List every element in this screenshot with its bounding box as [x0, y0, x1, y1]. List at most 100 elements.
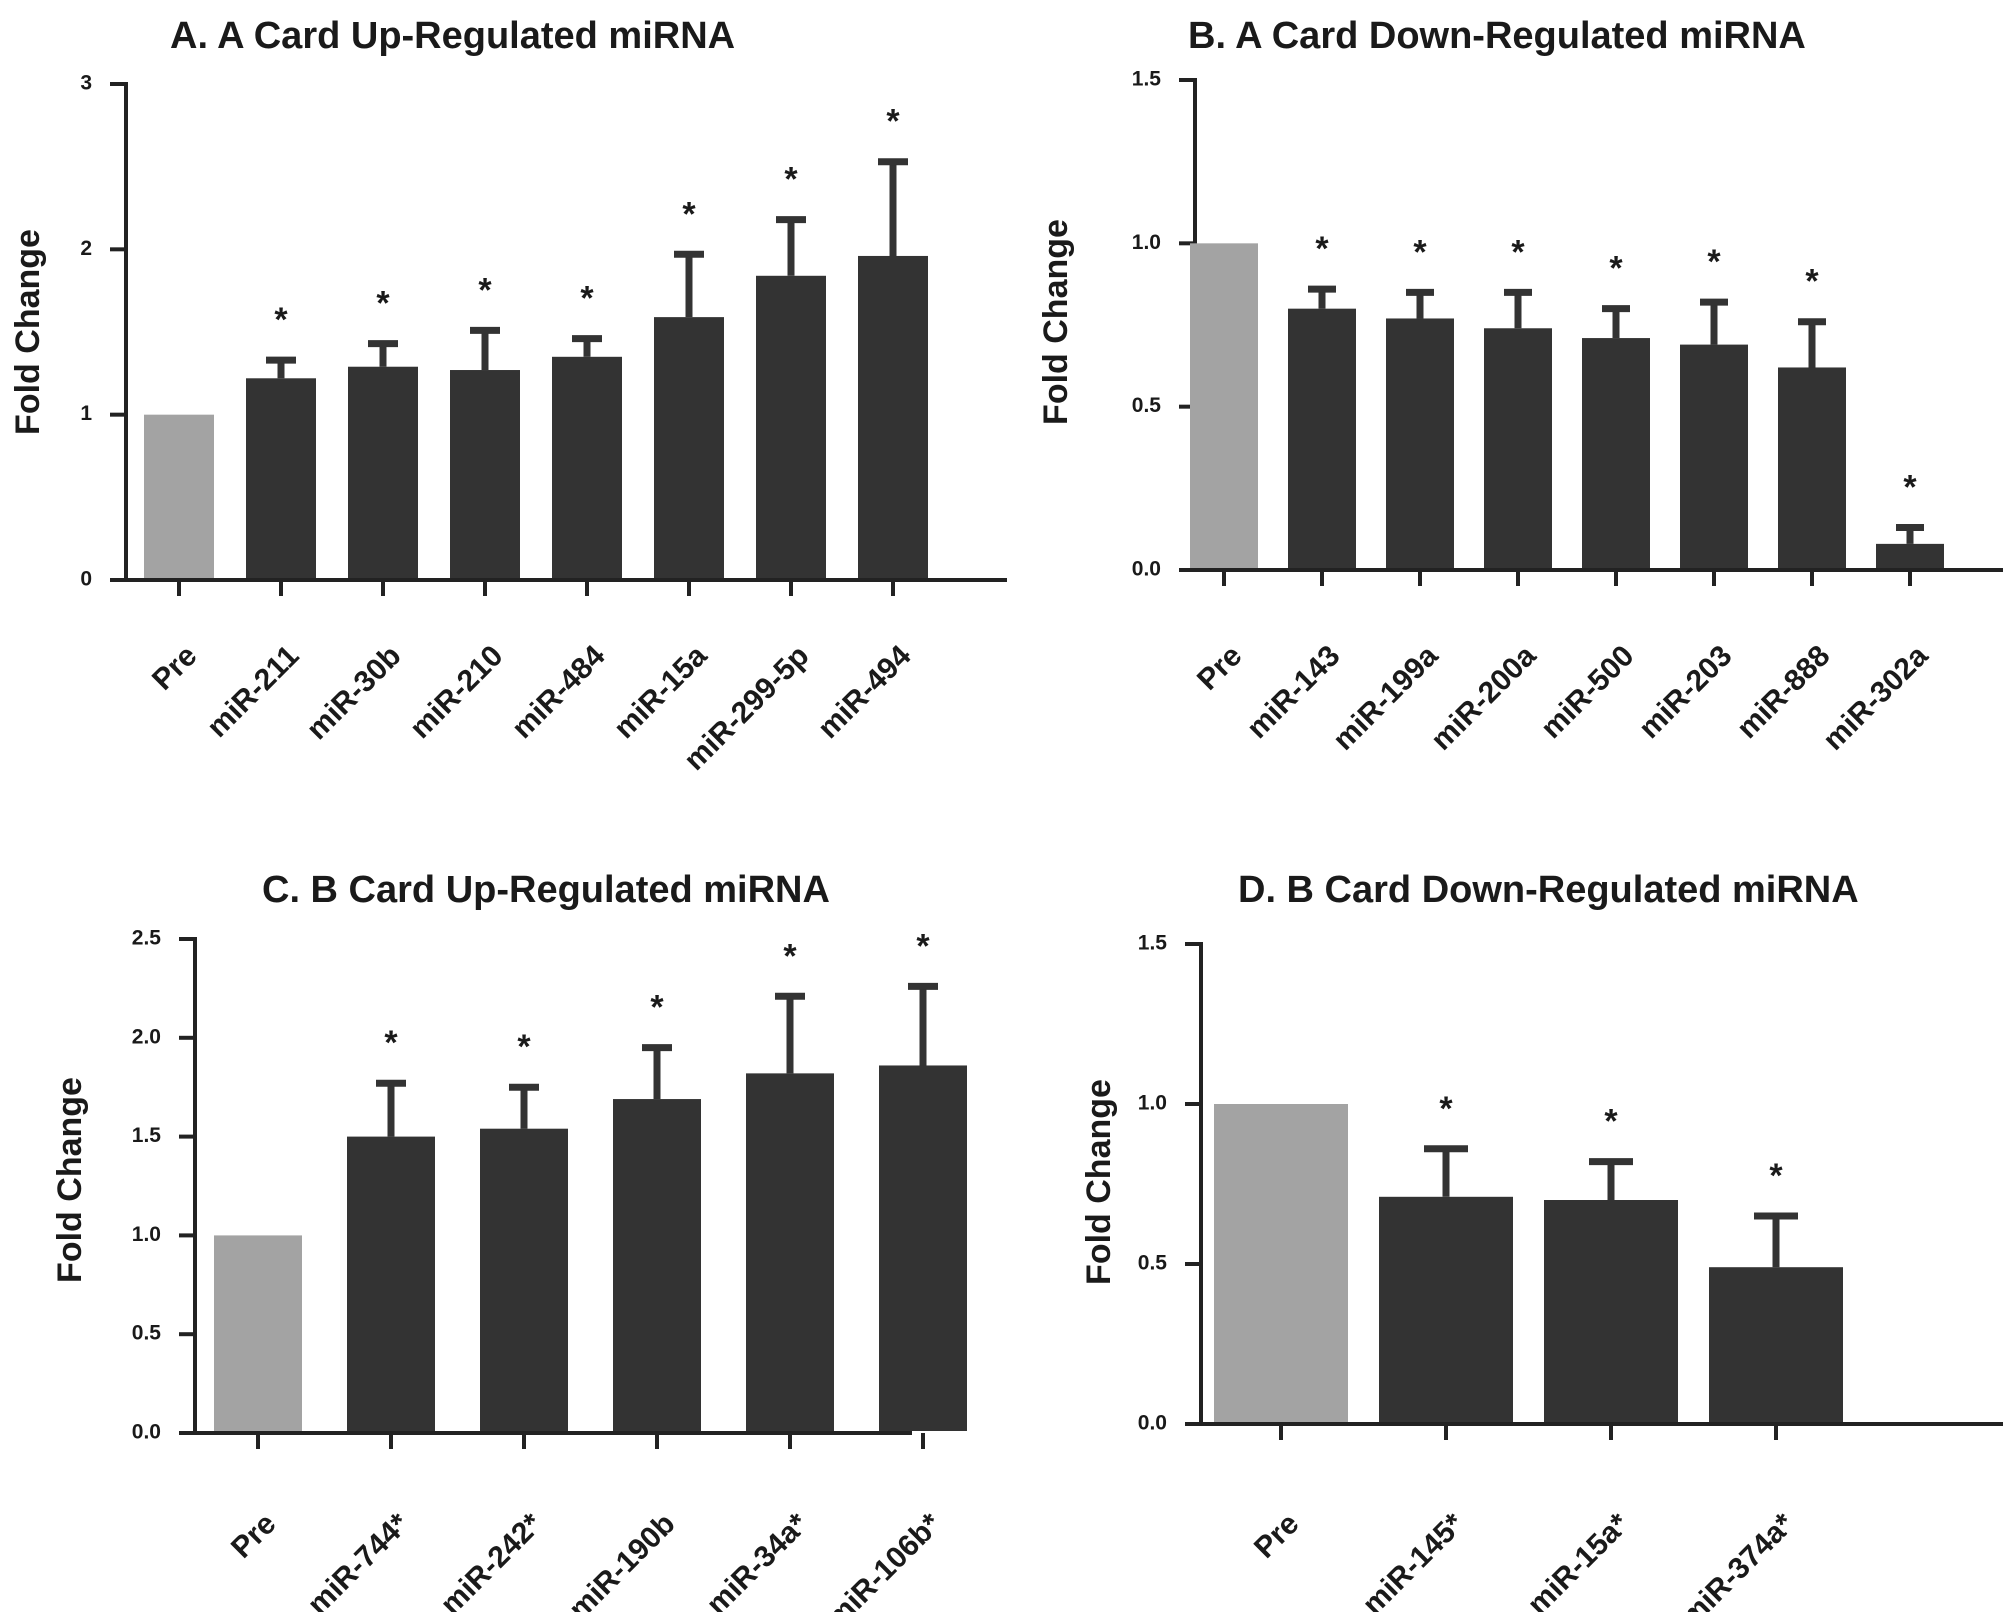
significance-asterisk: *	[784, 161, 798, 199]
significance-asterisk: *	[916, 927, 930, 965]
significance-asterisk: *	[1315, 230, 1329, 268]
bar	[1386, 318, 1454, 568]
bar-control	[144, 414, 214, 578]
x-category-label: Pre	[1248, 1507, 1306, 1565]
y-tick-label: 0.0	[132, 1421, 161, 1444]
bar	[1778, 367, 1846, 568]
significance-asterisk: *	[1439, 1090, 1453, 1128]
x-category-label: miR-199a	[1327, 639, 1445, 757]
y-tick-label: 0.0	[1138, 1412, 1167, 1435]
bar	[1709, 1267, 1843, 1422]
x-category-label: miR-15a*	[1521, 1507, 1635, 1612]
x-category-label: miR-30b	[301, 639, 408, 746]
bar	[613, 1099, 701, 1431]
x-category-label: Pre	[1191, 639, 1249, 697]
significance-asterisk: *	[650, 989, 664, 1027]
y-tick-label: 1.0	[1132, 231, 1161, 254]
y-tick-label: 1	[80, 402, 92, 425]
y-tick-label: 1.0	[132, 1223, 161, 1246]
y-tick-label: 2.0	[132, 1025, 161, 1048]
x-category-label: miR-106b*	[820, 1507, 947, 1612]
chart-panel-c: C. B Card Up-Regulated miRNA Fold Change 0…	[51, 869, 967, 1612]
bar	[1680, 344, 1748, 568]
bar-control	[1190, 243, 1258, 569]
x-category-label: miR-744*	[301, 1507, 415, 1612]
x-category-label: miR-15a	[608, 639, 714, 745]
bar	[1876, 543, 1944, 568]
significance-asterisk: *	[1413, 233, 1427, 271]
x-category-label: miR-145*	[1356, 1507, 1470, 1612]
y-tick-label: 0.0	[1132, 558, 1161, 581]
x-category-label: miR-500	[1535, 639, 1641, 745]
y-tick-label: 1.5	[132, 1124, 162, 1147]
bar	[756, 275, 826, 578]
bar	[552, 356, 622, 578]
x-category-label: miR-484	[506, 639, 612, 745]
x-category-label: miR-190b	[563, 1507, 682, 1612]
bar	[1484, 328, 1552, 568]
y-axis-label: Fold Change	[51, 1077, 89, 1283]
y-tick-label: 0.5	[1138, 1252, 1168, 1275]
x-category-label: miR-494	[812, 639, 918, 745]
chart-panel-a: A. A Card Up-Regulated miRNA Fold Change 0…	[9, 15, 1007, 777]
significance-asterisk: *	[478, 271, 492, 309]
significance-asterisk: *	[1604, 1103, 1618, 1141]
x-category-label: Pre	[146, 639, 204, 697]
y-axis-label: Fold Change	[1080, 1079, 1118, 1285]
significance-asterisk: *	[376, 285, 390, 323]
bar-control	[1214, 1104, 1348, 1422]
bar	[858, 255, 928, 579]
bar	[1582, 338, 1650, 568]
bar	[1379, 1196, 1513, 1422]
chart-title: D. B Card Down-Regulated miRNA	[1238, 869, 1859, 911]
bar	[879, 1065, 967, 1431]
x-category-label: miR-210	[404, 639, 510, 745]
y-tick-label: 1.5	[1138, 932, 1168, 955]
significance-asterisk: *	[682, 195, 696, 233]
significance-asterisk: *	[384, 1024, 398, 1062]
x-category-label: miR-203	[1633, 639, 1739, 745]
y-tick-label: 3	[80, 72, 92, 95]
significance-asterisk: *	[274, 301, 288, 339]
bar	[246, 378, 316, 578]
x-category-label: Pre	[225, 1507, 283, 1565]
chart-title: B. A Card Down-Regulated miRNA	[1188, 15, 1806, 57]
x-category-label: miR-374a*	[1675, 1507, 1801, 1612]
chart-title: C. B Card Up-Regulated miRNA	[262, 869, 830, 911]
significance-asterisk: *	[1511, 233, 1525, 271]
bar	[450, 370, 520, 578]
bar	[746, 1073, 834, 1431]
x-category-label: miR-302a	[1817, 639, 1935, 757]
significance-asterisk: *	[1609, 250, 1623, 288]
y-tick-label: 1.5	[1132, 68, 1162, 91]
x-category-label: miR-200a	[1425, 639, 1543, 757]
significance-asterisk: *	[1903, 469, 1917, 507]
bar	[348, 366, 418, 578]
significance-asterisk: *	[1769, 1157, 1783, 1195]
bar	[1544, 1200, 1678, 1422]
y-tick-label: 2.5	[132, 927, 162, 950]
significance-asterisk: *	[886, 103, 900, 141]
significance-asterisk: *	[1707, 243, 1721, 281]
chart-panel-b: B. A Card Down-Regulated miRNA Fold Chang…	[1037, 15, 2003, 757]
y-tick-label: 2	[80, 237, 92, 260]
bar-control	[214, 1235, 302, 1431]
y-tick-label: 0	[80, 568, 92, 591]
x-category-label: miR-34a*	[700, 1507, 814, 1612]
y-tick-label: 0.5	[1132, 394, 1162, 417]
significance-asterisk: *	[1805, 263, 1819, 301]
y-axis-label: Fold Change	[9, 229, 47, 435]
chart-title: A. A Card Up-Regulated miRNA	[170, 15, 735, 57]
y-tick-label: 1.0	[1138, 1092, 1167, 1115]
bar	[654, 317, 724, 578]
significance-asterisk: *	[580, 280, 594, 318]
bar	[480, 1128, 568, 1431]
y-tick-label: 0.5	[132, 1322, 162, 1345]
significance-asterisk: *	[517, 1028, 531, 1066]
y-axis-label: Fold Change	[1037, 219, 1075, 425]
x-category-label: miR-211	[201, 639, 306, 744]
significance-asterisk: *	[783, 937, 797, 975]
bar	[1288, 308, 1356, 568]
bar	[347, 1136, 435, 1431]
